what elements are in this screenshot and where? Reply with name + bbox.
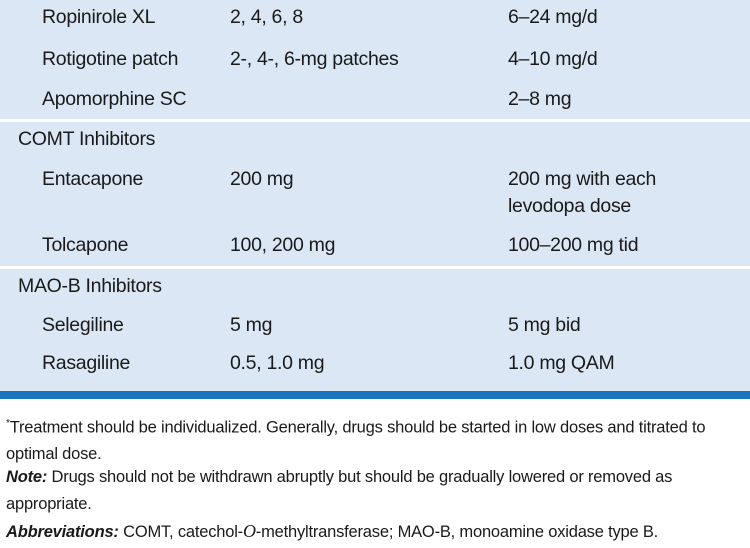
separator	[0, 266, 750, 269]
drug: Ropinirole XL	[42, 6, 156, 28]
strengths: 200 mg	[230, 168, 294, 190]
abbreviations-label: Abbreviations:	[6, 523, 119, 541]
drug: Tolcapone	[42, 234, 129, 256]
dose: 5 mg bid	[508, 314, 581, 336]
strengths: 2-, 4-, 6-mg patches	[230, 48, 399, 70]
dose: 2–8 mg	[508, 88, 572, 110]
dose: 6–24 mg/d	[508, 6, 598, 28]
drug: Rotigotine patch	[42, 48, 179, 70]
abbreviations-text: COMT, catechol-	[118, 523, 243, 541]
dose: 4–10 mg/d	[508, 48, 598, 70]
group-heading: COMT Inhibitors	[18, 128, 156, 150]
drug: Selegiline	[42, 314, 124, 336]
dose: 1.0 mg QAM	[508, 352, 615, 374]
abbreviations-text: O	[242, 521, 256, 541]
table: Ropinirole XL 2, 4, 6, 8 6–24 mg/d Rotig…	[0, 0, 750, 391]
note-text: Drugs should not be withdrawn abruptly b…	[6, 468, 673, 513]
drug: Rasagiline	[42, 352, 131, 374]
note-label: Note:	[6, 468, 48, 486]
dose: 100–200 mg tid	[508, 234, 639, 256]
strengths: 2, 4, 6, 8	[230, 6, 303, 28]
drug: Entacapone	[42, 168, 144, 190]
group-heading: MAO-B Inhibitors	[18, 275, 162, 297]
drug: Apomorphine SC	[42, 88, 187, 110]
dose: 200 mg with each levodopa dose	[508, 168, 657, 217]
abbreviations-text: -methyltransferase; MAO-B, monoamine oxi…	[255, 523, 659, 541]
note: Note: Drugs should not be withdrawn abru…	[6, 464, 726, 517]
strengths: 5 mg	[230, 314, 273, 336]
footnote-text: Treatment should be individualized. Gene…	[6, 418, 706, 464]
strengths: 100, 200 mg	[230, 234, 336, 256]
separator	[0, 119, 750, 122]
footnote-marker: *	[6, 418, 10, 429]
table-rule	[0, 391, 750, 399]
strengths: 0.5, 1.0 mg	[230, 352, 325, 374]
abbreviations: Abbreviations: COMT, catechol-O-methyltr…	[6, 518, 726, 546]
footnote: *Treatment should be individualized. Gen…	[6, 411, 726, 468]
